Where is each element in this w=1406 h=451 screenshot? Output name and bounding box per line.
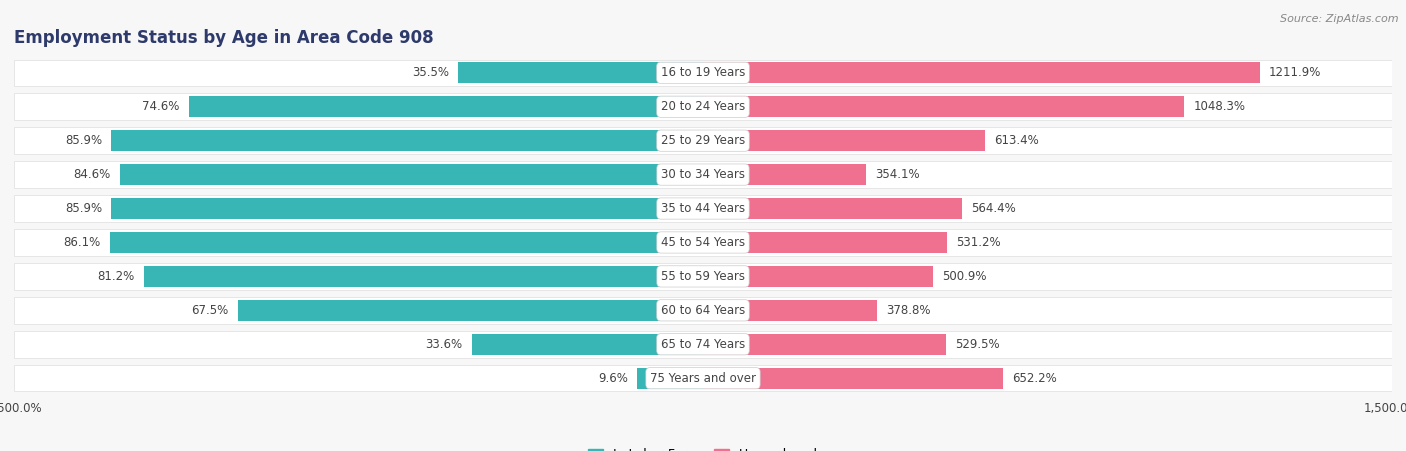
Bar — [14, 195, 1392, 222]
Text: 529.5%: 529.5% — [956, 338, 1000, 351]
Text: 30 to 34 Years: 30 to 34 Years — [661, 168, 745, 181]
Bar — [14, 263, 1392, 290]
Text: 85.9%: 85.9% — [65, 202, 103, 215]
Text: 81.2%: 81.2% — [97, 270, 135, 283]
Bar — [14, 297, 1392, 323]
Bar — [111, 130, 703, 151]
Bar — [14, 93, 1392, 120]
Text: 65 to 74 Years: 65 to 74 Years — [661, 338, 745, 351]
Bar — [458, 62, 703, 83]
Text: 16 to 19 Years: 16 to 19 Years — [661, 66, 745, 79]
Bar — [703, 62, 1260, 83]
Text: 1048.3%: 1048.3% — [1194, 100, 1246, 113]
Bar — [14, 161, 1392, 188]
Text: 75 Years and over: 75 Years and over — [650, 372, 756, 385]
Text: 60 to 64 Years: 60 to 64 Years — [661, 304, 745, 317]
Bar — [703, 164, 866, 185]
Bar — [703, 334, 946, 355]
Bar — [703, 300, 877, 321]
Bar — [637, 368, 703, 389]
Bar — [238, 300, 703, 321]
Text: 45 to 54 Years: 45 to 54 Years — [661, 236, 745, 249]
Bar — [143, 266, 703, 287]
Bar — [14, 60, 1392, 86]
Text: 531.2%: 531.2% — [956, 236, 1001, 249]
Text: 1211.9%: 1211.9% — [1268, 66, 1322, 79]
Bar — [703, 266, 934, 287]
Legend: In Labor Force, Unemployed: In Labor Force, Unemployed — [583, 443, 823, 451]
Text: 55 to 59 Years: 55 to 59 Years — [661, 270, 745, 283]
Text: 85.9%: 85.9% — [65, 134, 103, 147]
Bar — [111, 198, 703, 219]
Text: 564.4%: 564.4% — [972, 202, 1017, 215]
Bar — [703, 232, 948, 253]
Text: 67.5%: 67.5% — [191, 304, 229, 317]
Bar — [703, 96, 1184, 117]
Bar — [703, 130, 984, 151]
Bar — [703, 368, 1002, 389]
Bar — [110, 232, 703, 253]
Text: 500.9%: 500.9% — [942, 270, 987, 283]
Text: 613.4%: 613.4% — [994, 134, 1039, 147]
Bar — [188, 96, 703, 117]
Text: 86.1%: 86.1% — [63, 236, 101, 249]
Bar — [14, 128, 1392, 154]
Text: 354.1%: 354.1% — [875, 168, 920, 181]
Text: 74.6%: 74.6% — [142, 100, 180, 113]
Bar — [120, 164, 703, 185]
Text: 9.6%: 9.6% — [598, 372, 627, 385]
Text: 33.6%: 33.6% — [425, 338, 463, 351]
Text: 25 to 29 Years: 25 to 29 Years — [661, 134, 745, 147]
Bar — [14, 365, 1392, 391]
Text: Source: ZipAtlas.com: Source: ZipAtlas.com — [1281, 14, 1399, 23]
Text: 20 to 24 Years: 20 to 24 Years — [661, 100, 745, 113]
Text: 84.6%: 84.6% — [73, 168, 111, 181]
Bar — [703, 198, 962, 219]
Text: 378.8%: 378.8% — [886, 304, 931, 317]
Text: Employment Status by Age in Area Code 908: Employment Status by Age in Area Code 90… — [14, 29, 433, 47]
Text: 652.2%: 652.2% — [1012, 372, 1056, 385]
Bar — [14, 229, 1392, 256]
Text: 35 to 44 Years: 35 to 44 Years — [661, 202, 745, 215]
Text: 35.5%: 35.5% — [412, 66, 450, 79]
Bar — [471, 334, 703, 355]
Bar — [14, 331, 1392, 358]
